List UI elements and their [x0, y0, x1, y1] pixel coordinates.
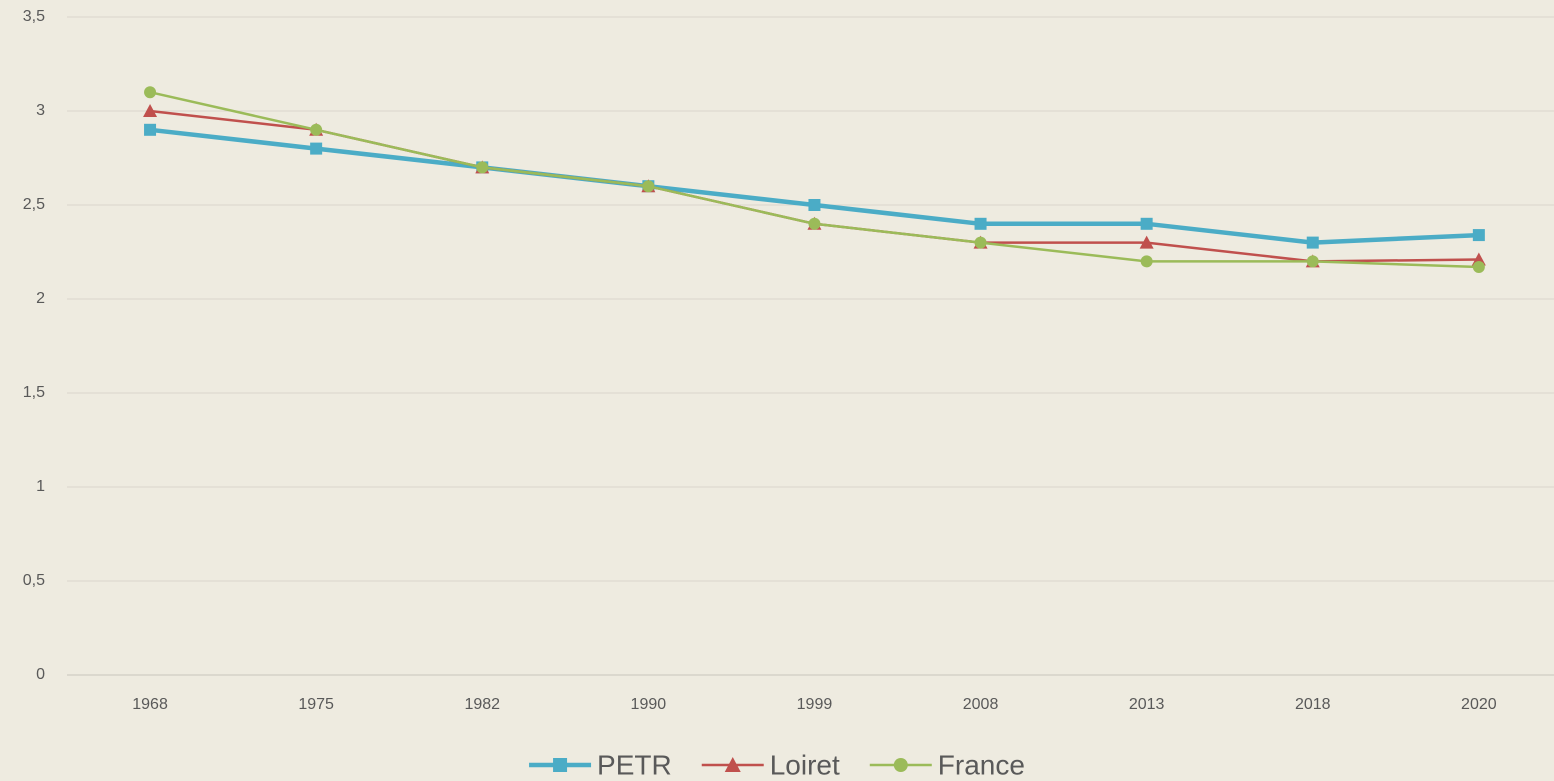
legend-text: France: [938, 749, 1025, 780]
marker: [1306, 236, 1319, 249]
marker: [724, 757, 741, 772]
marker: [893, 758, 908, 772]
marker: [1139, 235, 1154, 249]
marker: [144, 123, 157, 136]
marker: [808, 199, 821, 211]
x-tick-label: 2018: [1295, 696, 1331, 713]
x-tick-label: 2020: [1461, 696, 1497, 713]
marker: [310, 123, 323, 136]
marker: [553, 758, 568, 772]
x-tick-label: 2013: [1129, 696, 1165, 713]
x-tick-label: 1999: [797, 696, 833, 713]
marker: [1472, 229, 1485, 242]
y-tick-label: 2: [36, 290, 45, 307]
y-tick-label: 3: [36, 102, 45, 119]
y-tick-label: 1: [36, 478, 45, 495]
marker: [144, 86, 157, 99]
y-tick-label: 0: [36, 666, 45, 683]
marker: [1140, 217, 1153, 230]
marker: [1306, 255, 1319, 268]
y-tick-label: 0,5: [23, 572, 45, 589]
x-tick-label: 1982: [464, 696, 500, 713]
legend-text: PETR: [597, 749, 672, 780]
legend-text: Loiret: [770, 749, 840, 780]
y-tick-label: 1,5: [23, 384, 45, 401]
marker: [476, 161, 489, 174]
marker: [1472, 261, 1485, 274]
y-tick-label: 3,5: [23, 8, 45, 25]
y-tick-label: 2,5: [23, 196, 45, 213]
marker: [143, 104, 158, 117]
marker: [1140, 255, 1153, 268]
marker: [310, 142, 323, 155]
marker: [642, 180, 655, 193]
x-tick-label: 1968: [132, 696, 168, 713]
x-tick-label: 2008: [963, 696, 999, 713]
marker: [974, 236, 987, 249]
x-tick-label: 1975: [298, 696, 334, 713]
marker: [974, 217, 987, 230]
marker: [808, 217, 821, 230]
x-tick-label: 1990: [631, 696, 667, 713]
